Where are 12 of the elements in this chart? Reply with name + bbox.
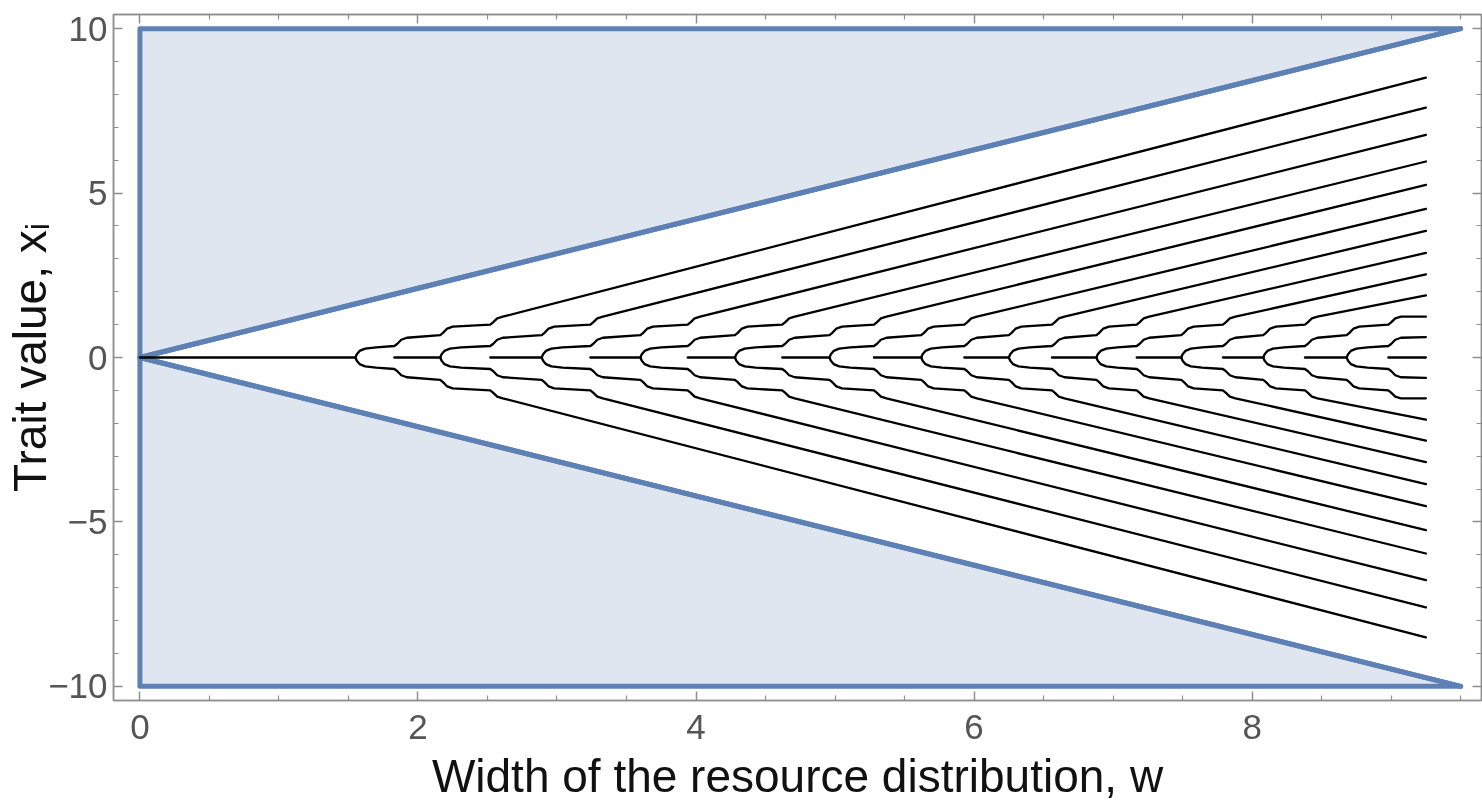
y-tick-label: −10 [48,666,108,706]
x-tick-label: 6 [964,706,984,746]
y-axis-title: Trait value, xᵢ [4,223,57,492]
y-tick-label: −5 [67,501,108,541]
x-tick-label: 0 [130,706,150,746]
x-tick-label: 4 [686,706,706,746]
y-tick-label: 5 [88,173,108,213]
y-tick-label: 0 [88,337,108,377]
y-tick-label: 10 [68,8,108,48]
x-axis-title: Width of the resource distribution, w [431,749,1164,802]
x-tick-label: 8 [1242,706,1262,746]
x-tick-label: 2 [408,706,428,746]
